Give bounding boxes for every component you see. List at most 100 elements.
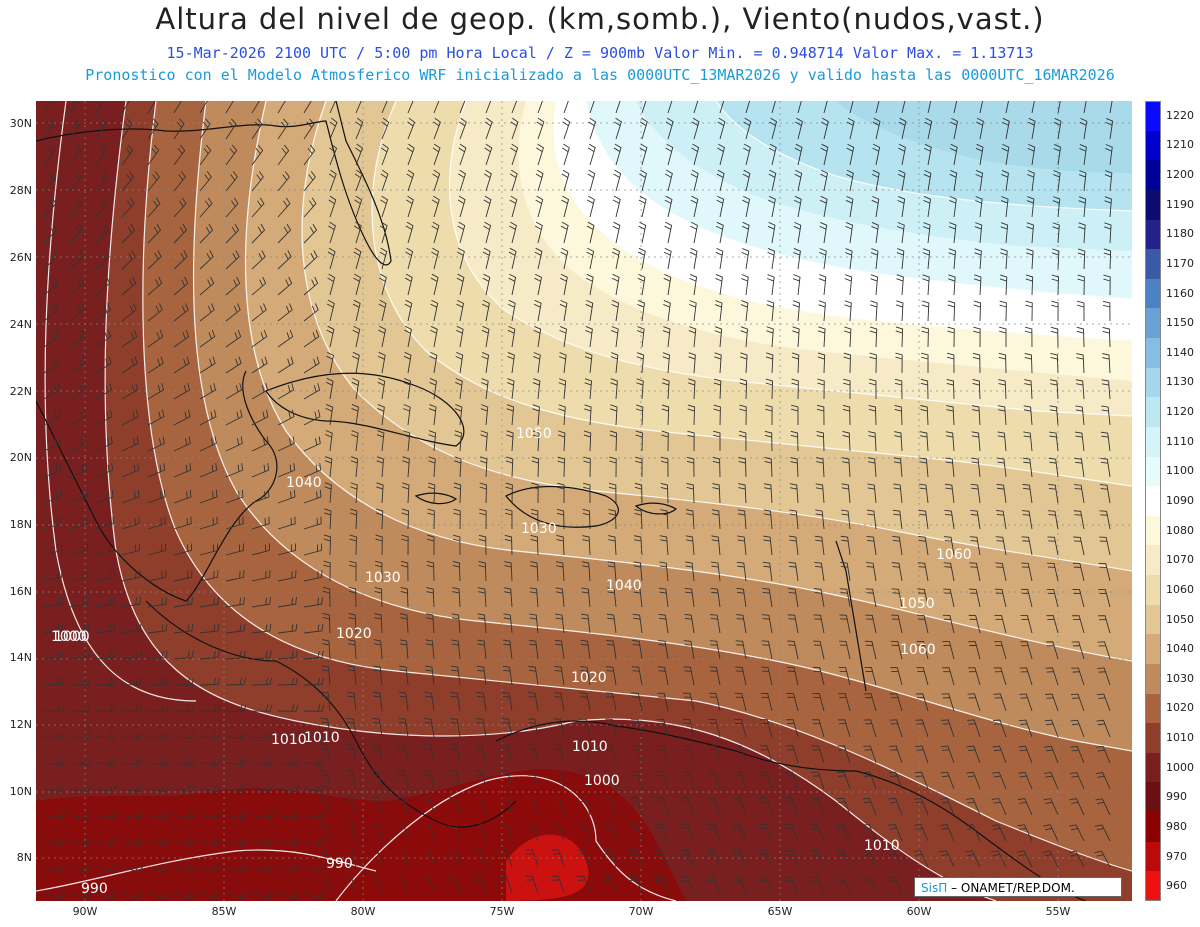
wind-barb: [841, 457, 851, 478]
wind-barb: [794, 169, 803, 192]
wind-barb: [737, 509, 747, 530]
wind-barb: [121, 223, 136, 244]
colorbar-label: 1140: [1166, 345, 1194, 359]
wind-barb: [199, 101, 208, 114]
wind-barb: [481, 352, 490, 374]
colorbar-swatch: [1145, 308, 1161, 339]
wind-barb: [277, 784, 300, 793]
wind-barb: [631, 666, 643, 686]
wind-barb: [765, 404, 773, 426]
wind-barb: [95, 784, 118, 793]
wind-barb: [603, 823, 617, 842]
wind-barb: [576, 875, 591, 894]
wind-barb: [303, 704, 325, 712]
wind-barb: [993, 693, 1007, 712]
wind-barb: [998, 352, 1007, 374]
wind-barb: [922, 274, 930, 296]
wind-barb: [43, 118, 55, 140]
wind-barb: [655, 797, 669, 816]
wind-barb: [943, 588, 955, 608]
wind-barb: [636, 378, 644, 400]
wind-barb: [681, 771, 695, 790]
wind-barb: [786, 693, 799, 712]
wind-barb: [887, 850, 903, 868]
wind-barb: [121, 329, 138, 348]
wind-barb: [713, 378, 722, 400]
wind-barb: [421, 875, 435, 894]
wind-barb: [684, 613, 695, 634]
wind-barb: [869, 352, 877, 374]
colorbar-swatch: [1145, 219, 1161, 250]
wind-barb: [69, 356, 86, 374]
wind-barb: [378, 325, 387, 348]
wind-barb: [121, 704, 143, 712]
wind-barb: [584, 404, 592, 426]
wind-barb: [919, 431, 929, 452]
wind-barb: [944, 536, 955, 556]
wind-barb: [277, 677, 299, 686]
colorbar-swatch: [1145, 130, 1161, 161]
wind-barb: [788, 535, 799, 556]
wind-barb: [147, 223, 162, 244]
wind-barb: [689, 247, 698, 270]
wind-barb: [1049, 405, 1059, 426]
wind-barb: [838, 666, 851, 686]
wind-barb: [870, 274, 879, 296]
wind-barb: [350, 482, 358, 504]
wind-barb: [656, 718, 669, 738]
wind-barb: [277, 891, 300, 900]
wind-barb: [95, 570, 115, 582]
wind-barb: [69, 784, 92, 793]
wind-barb: [713, 430, 721, 452]
wind-barb: [502, 692, 513, 712]
wind-barb: [478, 561, 487, 582]
wind-barb: [849, 101, 854, 114]
wind-barb: [553, 744, 565, 764]
wind-barb: [173, 118, 185, 140]
wind-barb: [121, 864, 144, 873]
wind-barb: [608, 508, 617, 530]
wind-barb: [561, 143, 570, 166]
wind-barb: [560, 247, 569, 270]
wind-barb: [656, 745, 669, 764]
wind-barb: [887, 876, 903, 894]
wind-barb: [837, 771, 851, 790]
wind-barb: [739, 404, 747, 426]
wind-barb: [765, 378, 773, 400]
wind-barb: [277, 383, 295, 400]
wind-barb: [375, 508, 384, 530]
wind-barb: [839, 640, 851, 660]
wind-barb: [656, 771, 669, 790]
wind-barb: [717, 117, 726, 140]
wind-barb: [1076, 353, 1085, 374]
wind-barb: [1020, 641, 1033, 660]
wind-barb: [321, 665, 331, 686]
wind-barb: [458, 117, 467, 140]
wind-barb: [710, 561, 721, 582]
wind-barb: [691, 117, 700, 140]
wind-barb: [327, 247, 336, 270]
wind-barb: [999, 326, 1007, 347]
wind-barb: [1044, 745, 1059, 764]
wind-barb: [865, 588, 877, 608]
wind-barb: [173, 623, 194, 634]
wind-barb: [349, 560, 357, 582]
wind-barb: [1052, 196, 1061, 218]
wind-barb: [707, 797, 721, 816]
wind-barb: [424, 665, 435, 686]
wind-barb: [741, 274, 749, 296]
wind-barb: [452, 587, 461, 608]
wind-barb: [1077, 248, 1086, 270]
wind-barb: [375, 560, 383, 582]
wind-barb: [147, 677, 169, 686]
colorbar-swatch: [1145, 782, 1161, 813]
weather-map[interactable]: 1000 1010 1020 1030 1040 1050 1060 1000 …: [36, 101, 1132, 901]
wind-barb: [658, 640, 669, 660]
wind-barb: [43, 101, 52, 114]
wind-barb: [404, 325, 412, 348]
wind-barb: [504, 561, 513, 582]
wind-barb: [605, 718, 617, 738]
wind-barb: [482, 299, 490, 322]
wind-barb: [199, 409, 217, 426]
wind-barb: [758, 849, 773, 868]
